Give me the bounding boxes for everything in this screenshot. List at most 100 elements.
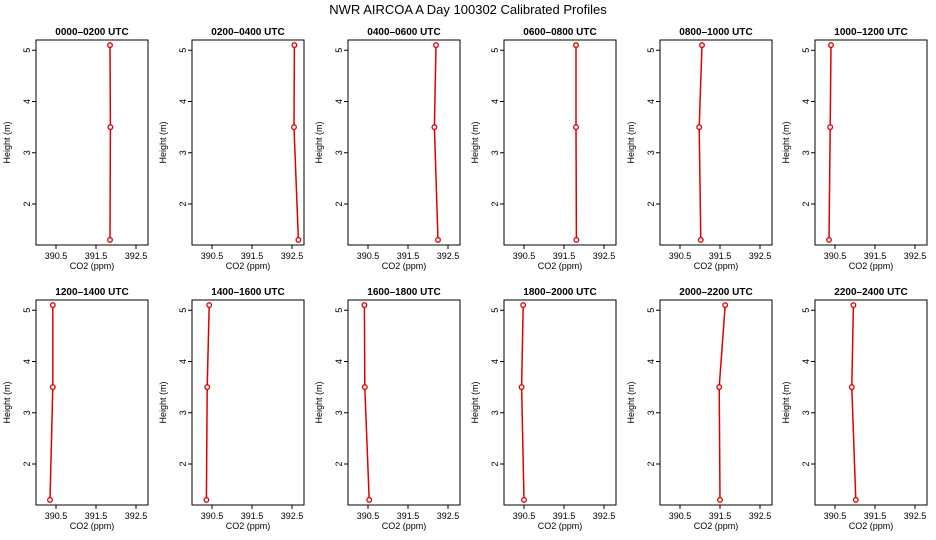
- data-point: [49, 384, 56, 391]
- plot-frame: [503, 299, 617, 506]
- y-tick-label: 5: [178, 48, 188, 53]
- y-tick-label: 4: [334, 359, 344, 364]
- panel-title: 2200–2400 UTC: [834, 287, 907, 298]
- data-point: [295, 236, 302, 243]
- y-tick-label: 5: [334, 308, 344, 313]
- y-tick-label: 5: [22, 48, 32, 53]
- x-axis-label: CO2 (ppm): [849, 261, 894, 271]
- y-tick-label: 3: [178, 150, 188, 155]
- data-point: [850, 302, 857, 309]
- x-tick-label: 391.5: [85, 511, 108, 521]
- x-tick-label: 390.5: [824, 511, 847, 521]
- y-tick-label: 4: [490, 99, 500, 104]
- panel-title: 0400–0600 UTC: [367, 27, 440, 38]
- x-axis-label: CO2 (ppm): [538, 261, 583, 271]
- x-tick-label: 391.5: [864, 511, 887, 521]
- data-point: [848, 384, 855, 391]
- y-tick-label: 2: [490, 461, 500, 466]
- y-tick-label: 5: [490, 308, 500, 313]
- data-point: [361, 384, 368, 391]
- x-axis-label: CO2 (ppm): [382, 261, 427, 271]
- figure-title: NWR AIRCOA A Day 100302 Calibrated Profi…: [329, 2, 607, 17]
- profile-line: [205, 305, 210, 500]
- plot-frame: [503, 39, 617, 246]
- y-tick-label: 2: [801, 461, 811, 466]
- y-tick-label: 2: [22, 201, 32, 206]
- panel-grid: 0000–0200 UTC 390.5 391.5 392.5 2 3 4 5 CO2 (ppm…: [2, 27, 928, 531]
- y-tick-label: 4: [334, 99, 344, 104]
- y-tick-label: 4: [22, 359, 32, 364]
- y-tick-label: 2: [22, 461, 32, 466]
- plot-frame: [35, 299, 149, 506]
- x-tick-label: 391.5: [709, 251, 732, 261]
- y-tick-label: 2: [801, 201, 811, 206]
- y-tick-label: 2: [334, 201, 344, 206]
- data-point: [573, 42, 579, 49]
- y-tick-label: 2: [490, 201, 500, 206]
- panel-5: 1000–1200 UTC 390.5 391.5 392.5 2 3 4 5 CO2 (ppm…: [781, 27, 928, 271]
- plot-frame: [814, 299, 928, 506]
- data-point: [435, 236, 441, 243]
- data-point: [827, 124, 834, 131]
- data-point: [203, 496, 210, 503]
- data-point: [518, 384, 525, 391]
- x-axis-label: CO2 (ppm): [538, 521, 583, 531]
- panel-1: 0200–0400 UTC 390.5 391.5 392.5 2 3 4 5 CO2 (ppm…: [158, 27, 305, 271]
- data-point: [716, 384, 723, 391]
- data-point: [722, 302, 729, 309]
- x-tick-label: 391.5: [397, 251, 420, 261]
- y-tick-label: 4: [178, 99, 188, 104]
- plot-frame: [814, 39, 928, 246]
- y-tick-label: 4: [801, 359, 811, 364]
- y-tick-label: 3: [801, 150, 811, 155]
- x-tick-label: 392.5: [281, 251, 304, 261]
- x-tick-label: 391.5: [864, 251, 887, 261]
- y-tick-label: 3: [646, 410, 656, 415]
- x-axis-label: CO2 (ppm): [226, 521, 271, 531]
- y-tick-label: 4: [801, 99, 811, 104]
- x-tick-label: 390.5: [669, 511, 692, 521]
- profile-line: [433, 45, 439, 240]
- y-tick-label: 2: [646, 201, 656, 206]
- x-axis-label: CO2 (ppm): [849, 521, 894, 531]
- x-axis-label: CO2 (ppm): [70, 261, 115, 271]
- plot-frame: [191, 39, 305, 246]
- x-tick-label: 392.5: [125, 251, 148, 261]
- y-tick-label: 3: [334, 410, 344, 415]
- data-point: [696, 124, 703, 131]
- plot-frame: [347, 39, 461, 246]
- x-tick-label: 392.5: [749, 511, 772, 521]
- y-tick-label: 3: [22, 150, 32, 155]
- panel-3: 0600–0800 UTC 390.5 391.5 392.5 2 3 4 5 CO2 (ppm…: [470, 27, 617, 271]
- data-point: [431, 124, 438, 131]
- data-point: [699, 42, 705, 49]
- y-tick-label: 5: [490, 48, 500, 53]
- panel-title: 1800–2000 UTC: [523, 287, 596, 298]
- y-axis-label: Height (m): [158, 381, 168, 423]
- y-tick-label: 3: [490, 150, 500, 155]
- x-tick-label: 390.5: [357, 511, 380, 521]
- data-point: [291, 42, 298, 49]
- y-tick-label: 4: [178, 359, 188, 364]
- x-tick-label: 392.5: [904, 511, 927, 521]
- panel-title: 1000–1200 UTC: [834, 27, 907, 38]
- x-tick-label: 391.5: [709, 511, 732, 521]
- y-axis-label: Height (m): [2, 121, 12, 163]
- x-tick-label: 390.5: [824, 251, 847, 261]
- data-point: [520, 302, 527, 309]
- y-tick-label: 2: [334, 461, 344, 466]
- x-axis-label: CO2 (ppm): [694, 261, 739, 271]
- data-point: [107, 42, 113, 49]
- y-axis-label: Height (m): [626, 381, 636, 423]
- y-tick-label: 5: [334, 48, 344, 53]
- y-axis-label: Height (m): [470, 381, 480, 423]
- data-point: [697, 236, 704, 243]
- y-tick-label: 3: [178, 410, 188, 415]
- x-tick-label: 392.5: [593, 511, 616, 521]
- y-tick-label: 5: [646, 48, 656, 53]
- data-point: [47, 496, 53, 503]
- x-tick-label: 391.5: [241, 251, 264, 261]
- y-axis-label: Height (m): [314, 121, 324, 163]
- panel-title: 0600–0800 UTC: [523, 27, 596, 38]
- panel-7: 1400–1600 UTC 390.5 391.5 392.5 2 3 4 5 CO2 (ppm…: [158, 287, 305, 531]
